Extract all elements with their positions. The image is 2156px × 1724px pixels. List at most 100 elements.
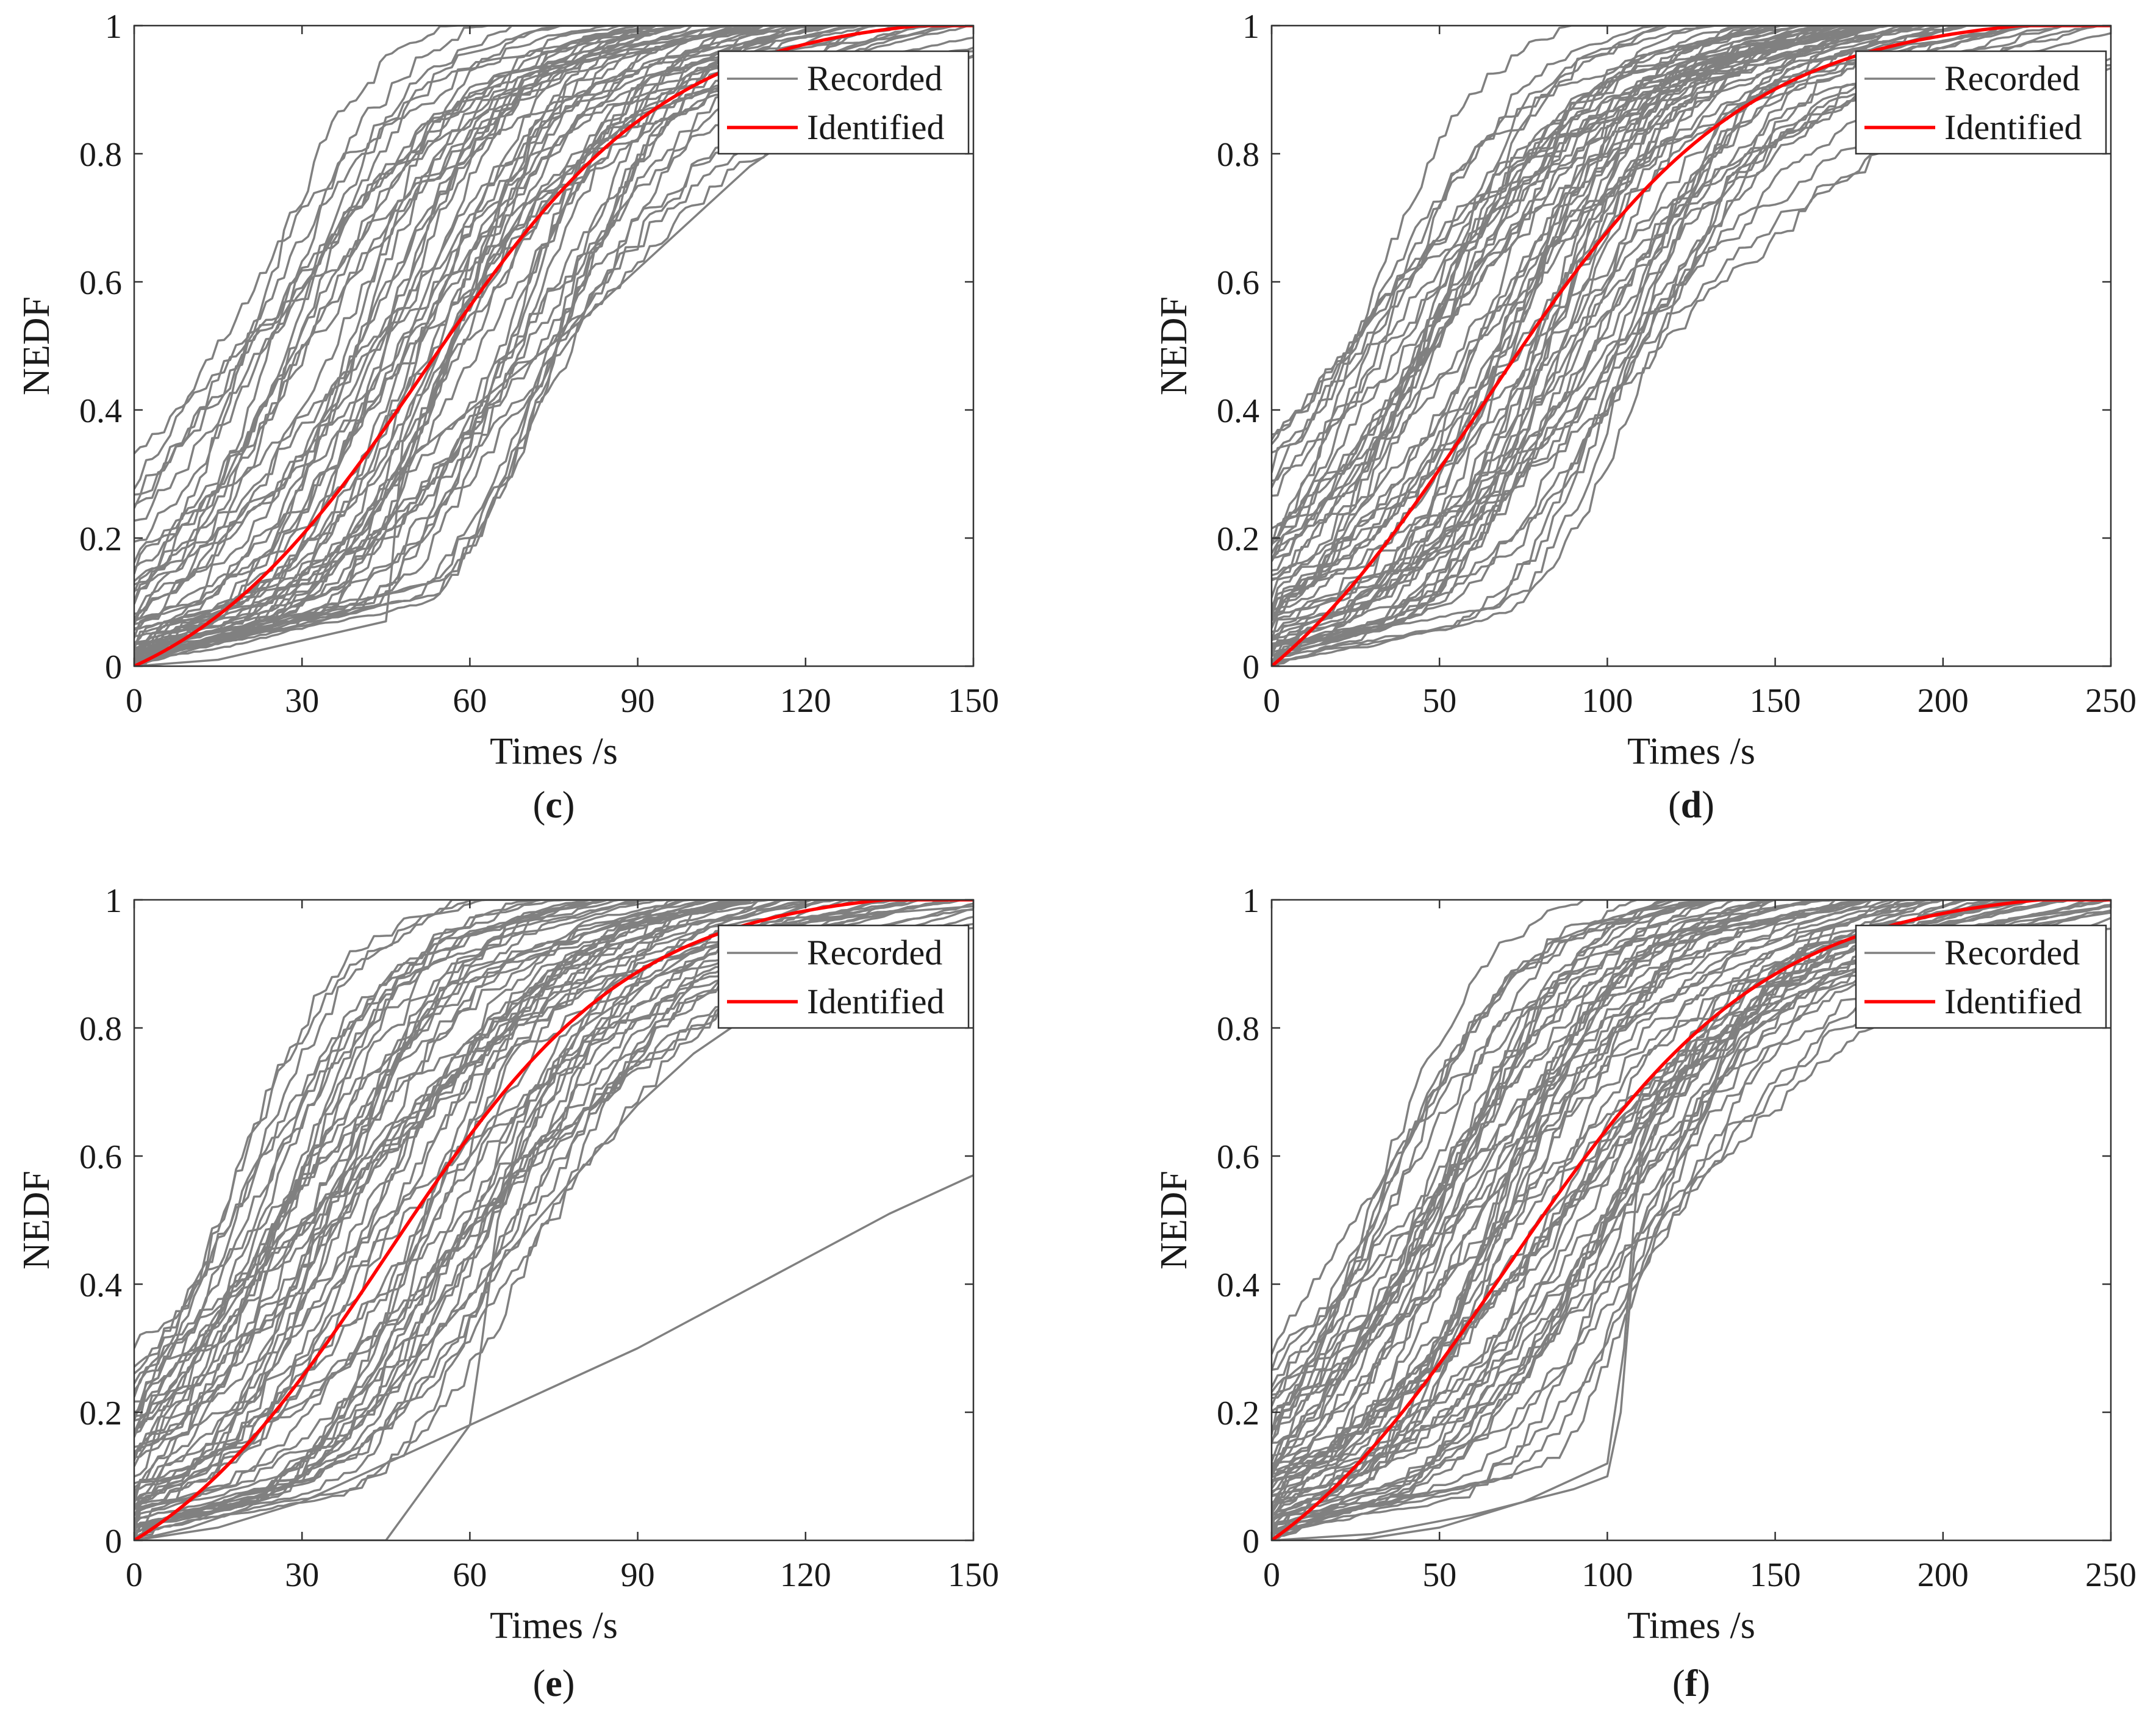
- recorded-series-line: [134, 26, 973, 620]
- recorded-series-line: [134, 26, 973, 569]
- recorded-series-line: [1272, 26, 2111, 629]
- x-tick-label: 0: [126, 1556, 143, 1594]
- recorded-series-line: [1272, 900, 2111, 1511]
- recorded-series-line: [134, 26, 973, 622]
- y-tick-label: 0: [1242, 648, 1259, 686]
- legend: Recorded Identified: [717, 50, 970, 155]
- recorded-series-line: [1272, 26, 2111, 665]
- y-tick-label: 0.4: [1217, 1266, 1259, 1304]
- x-tick-label: 120: [780, 682, 831, 720]
- legend: Recorded Identified: [1855, 924, 2107, 1029]
- y-tick-label: 0.2: [79, 520, 122, 558]
- recorded-series-line: [1272, 26, 2111, 663]
- chart-panel-c: 0 30 60 90 120 150 0 0.2 0.4 0.6 0.8 1 Times /s NEDF R…: [16, 8, 999, 826]
- recorded-series-line: [134, 26, 973, 639]
- recorded-series-line: [1272, 26, 2111, 542]
- recorded-series-line: [1272, 900, 2111, 1435]
- x-axis-label: Times /s: [1627, 1605, 1755, 1647]
- x-tick-label: 90: [621, 682, 655, 720]
- recorded-series-line: [1272, 26, 2111, 497]
- recorded-series-line: [134, 900, 973, 1540]
- recorded-series-line: [1272, 900, 2111, 1504]
- recorded-series-line: [1272, 911, 2111, 1540]
- legend-box: [1855, 924, 2107, 1029]
- recorded-series-line: [134, 26, 973, 665]
- recorded-series-line: [134, 900, 973, 1527]
- x-tick-label: 100: [1581, 1556, 1633, 1594]
- panel-caption: (f): [1672, 1663, 1710, 1704]
- recorded-series-line: [134, 26, 973, 652]
- recorded-series-line: [1272, 900, 2111, 1490]
- x-tick-label: 200: [1918, 1556, 1969, 1594]
- legend: Recorded Identified: [717, 924, 970, 1029]
- x-axis-label: Times /s: [1627, 731, 1755, 772]
- identified-series-line: [1272, 26, 2111, 666]
- recorded-series-line: [1272, 26, 2111, 654]
- x-tick-label: 200: [1918, 682, 1969, 720]
- recorded-series-line: [134, 26, 973, 655]
- recorded-series-line: [134, 26, 973, 650]
- identified-series-line: [134, 26, 973, 666]
- recorded-series-line: [1272, 26, 2111, 616]
- recorded-series-line: [134, 26, 973, 658]
- recorded-series-line: [134, 26, 973, 506]
- recorded-series-line: [1272, 900, 2111, 1444]
- recorded-series-line: [134, 900, 973, 1525]
- recorded-series-line: [134, 26, 973, 616]
- recorded-series-line: [134, 900, 973, 1457]
- legend-box: [1855, 50, 2107, 155]
- x-tick-label: 0: [1263, 682, 1280, 720]
- x-tick-label: 250: [2085, 1556, 2136, 1594]
- recorded-series-line: [1272, 900, 2111, 1431]
- legend-label-recorded: Recorded: [807, 59, 942, 98]
- y-tick-label: 0.8: [1217, 1010, 1259, 1048]
- legend-box: [717, 924, 970, 1029]
- recorded-series-line: [1272, 900, 2111, 1532]
- y-tick-label: 0.2: [79, 1395, 122, 1432]
- y-tick-label: 0.8: [1217, 136, 1259, 174]
- panel-caption: (d): [1668, 785, 1714, 826]
- recorded-series-line: [134, 26, 973, 666]
- recorded-series-line: [134, 988, 806, 1540]
- recorded-series-line: [1272, 900, 2111, 1431]
- recorded-series-line: [134, 26, 973, 620]
- recorded-series-line: [134, 900, 973, 1478]
- x-tick-label: 50: [1422, 1556, 1456, 1594]
- recorded-series-line: [134, 900, 973, 1529]
- x-tick-label: 150: [948, 682, 999, 720]
- y-tick-label: 1: [105, 882, 122, 920]
- recorded-series-line: [1272, 900, 2111, 1371]
- recorded-series-line: [134, 900, 973, 1435]
- legend-box: [717, 50, 970, 155]
- recorded-series-line: [134, 900, 973, 1416]
- x-tick-label: 120: [780, 1556, 831, 1594]
- recorded-series-line: [134, 26, 973, 645]
- recorded-series-line: [134, 26, 973, 454]
- axes-frame: [1270, 24, 2112, 667]
- x-tick-label: 90: [621, 1556, 655, 1594]
- identified-series-line: [1272, 900, 2111, 1540]
- y-tick-label: 0.6: [1217, 264, 1259, 302]
- recorded-series-line: [1272, 900, 2111, 1482]
- y-tick-label: 0.8: [79, 136, 122, 174]
- x-tick-label: 150: [1750, 1556, 1801, 1594]
- x-axis-label: Times /s: [490, 1605, 618, 1647]
- x-tick-label: 100: [1581, 682, 1633, 720]
- recorded-series-line: [1272, 900, 2111, 1507]
- recorded-series-line: [1272, 900, 2111, 1444]
- recorded-series-line: [134, 26, 973, 605]
- recorded-series-line: [1272, 26, 2111, 473]
- recorded-series-line: [134, 900, 973, 1517]
- recorded-series-line: [134, 26, 973, 543]
- recorded-series-line: [1272, 26, 2111, 482]
- recorded-series-line: [134, 900, 973, 1413]
- y-axis-label: NEDF: [1153, 296, 1195, 395]
- recorded-series-line: [134, 900, 973, 1392]
- recorded-series-line: [134, 900, 973, 1438]
- axes-frame: [133, 24, 975, 667]
- recorded-series-line: [1272, 900, 2111, 1521]
- y-tick-label: 0.2: [1217, 1395, 1259, 1432]
- y-tick-label: 0.6: [79, 264, 122, 302]
- recorded-series-line: [134, 26, 973, 666]
- recorded-series-line: [1272, 900, 2111, 1474]
